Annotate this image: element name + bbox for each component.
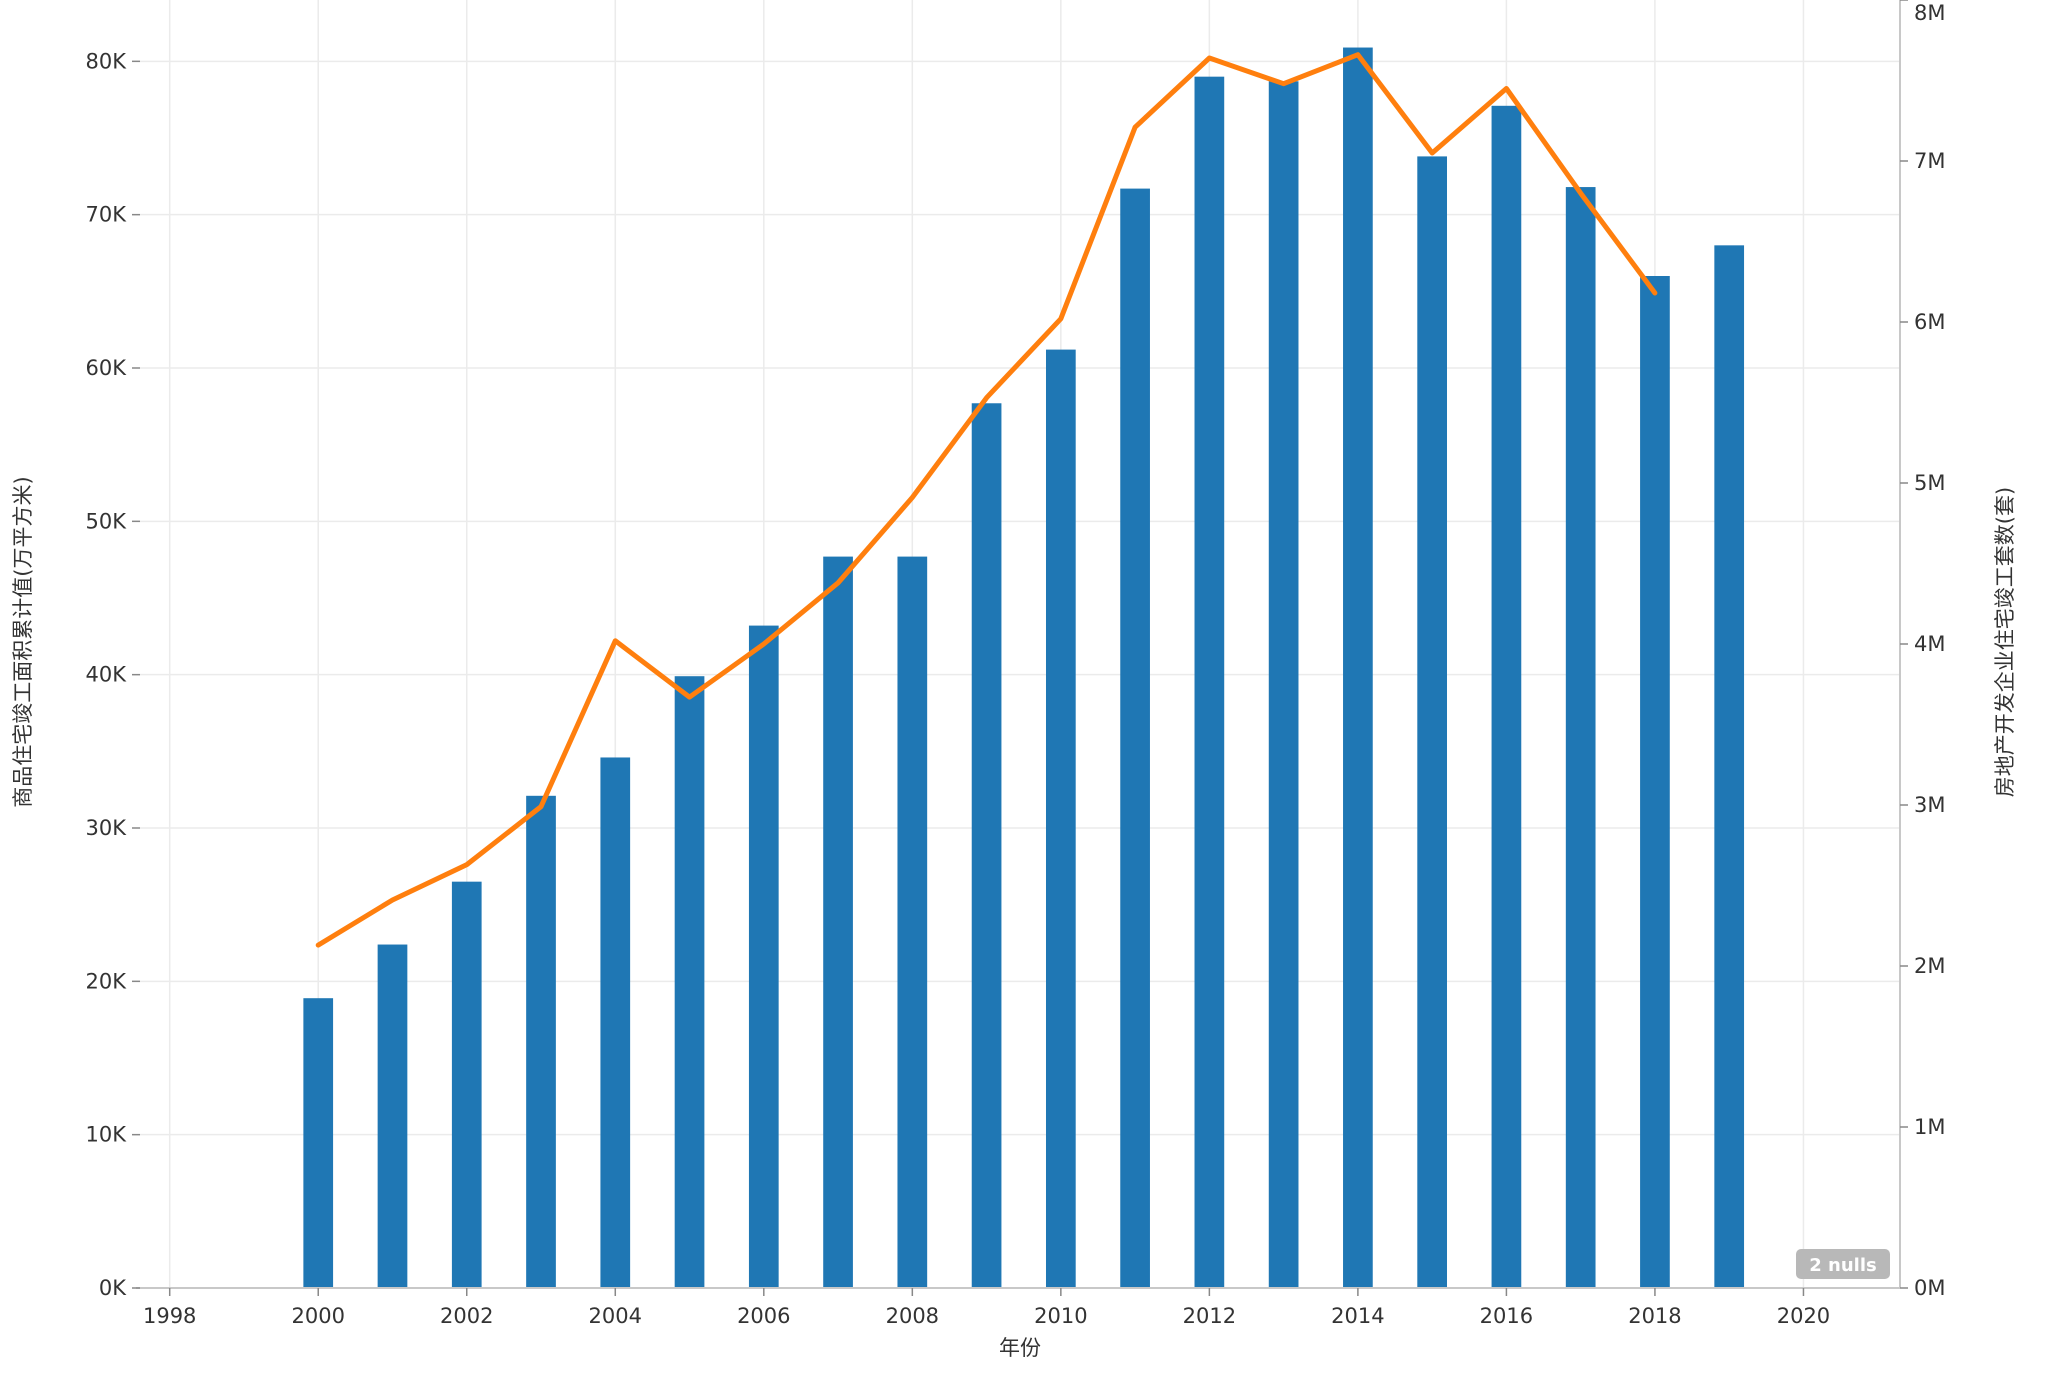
right-tick-label: 6M (1914, 310, 1945, 334)
bar[interactable] (1045, 349, 1076, 1289)
x-tick-label: 2004 (589, 1304, 642, 1328)
bar[interactable] (1417, 156, 1448, 1288)
bar[interactable] (748, 625, 779, 1288)
left-axis-title: 商品住宅竣工面积累计值(万平方米) (11, 476, 35, 807)
left-tick-label: 30K (86, 816, 128, 840)
bar-series (303, 47, 1745, 1289)
x-tick-label: 2002 (440, 1304, 493, 1328)
null-badge[interactable]: 2 nulls (1796, 1249, 1890, 1279)
x-tick-label: 2020 (1777, 1304, 1830, 1328)
x-tick-label: 2014 (1331, 1304, 1384, 1328)
bar[interactable] (451, 881, 482, 1288)
right-tick-label: 7M (1914, 149, 1945, 173)
x-tick-label: 1998 (143, 1304, 196, 1328)
bar[interactable] (823, 556, 853, 1288)
gridlines (140, 0, 1900, 1288)
x-tick-label: 2016 (1480, 1304, 1533, 1328)
x-tick-label: 2006 (737, 1304, 790, 1328)
null-badge-label: 2 nulls (1809, 1255, 1876, 1276)
bar[interactable] (1640, 276, 1670, 1288)
bar[interactable] (897, 556, 928, 1288)
left-axis-ticks: 0K 10K 20K 30K 40K 50K 60K 70K 80K (86, 49, 140, 1300)
left-tick-label: 20K (86, 969, 128, 993)
bar[interactable] (600, 757, 631, 1288)
right-tick-label: 8M (1914, 1, 1945, 25)
bar[interactable] (526, 795, 556, 1288)
bar[interactable] (1565, 187, 1596, 1289)
left-tick-label: 40K (86, 663, 128, 687)
right-tick-label: 2M (1914, 954, 1945, 978)
line-series (315, 52, 1658, 948)
x-axis-title: 年份 (999, 1336, 1041, 1360)
x-tick-label: 2018 (1628, 1304, 1681, 1328)
bar[interactable] (1120, 188, 1150, 1289)
bar[interactable] (971, 403, 1002, 1288)
right-axis-title: 房地产开发企业住宅竣工套数(套) (1993, 487, 2017, 797)
left-tick-label: 50K (86, 509, 128, 533)
bar[interactable] (1194, 76, 1225, 1289)
bar[interactable] (1491, 105, 1522, 1288)
bar[interactable] (1343, 47, 1373, 1289)
right-tick-label: 4M (1914, 632, 1945, 656)
bar[interactable] (377, 944, 408, 1288)
right-tick-label: 0M (1914, 1276, 1945, 1300)
left-tick-label: 0K (99, 1276, 127, 1300)
left-tick-label: 70K (86, 203, 128, 227)
right-axis-ticks: 0M 1M 2M 3M 4M 5M 6M 7M 8M (1900, 0, 1945, 1300)
right-tick-label: 1M (1914, 1115, 1945, 1139)
x-tick-label: 2000 (292, 1304, 345, 1328)
bar[interactable] (1714, 245, 1745, 1288)
left-tick-label: 60K (86, 356, 128, 380)
bar[interactable] (303, 998, 334, 1288)
x-tick-label: 2008 (886, 1304, 939, 1328)
right-tick-label: 5M (1914, 471, 1945, 495)
bar[interactable] (1268, 81, 1299, 1288)
bar[interactable] (674, 676, 705, 1288)
x-axis-ticks: 1998 2000 2002 2004 2006 2008 2010 2012 2014 2016… (143, 1288, 1830, 1328)
left-tick-label: 10K (86, 1123, 128, 1147)
null-badge-background (1796, 1249, 1890, 1279)
left-tick-label: 80K (86, 49, 128, 73)
x-tick-label: 2010 (1034, 1304, 1087, 1328)
x-tick-label: 2012 (1183, 1304, 1236, 1328)
right-tick-label: 3M (1914, 793, 1945, 817)
